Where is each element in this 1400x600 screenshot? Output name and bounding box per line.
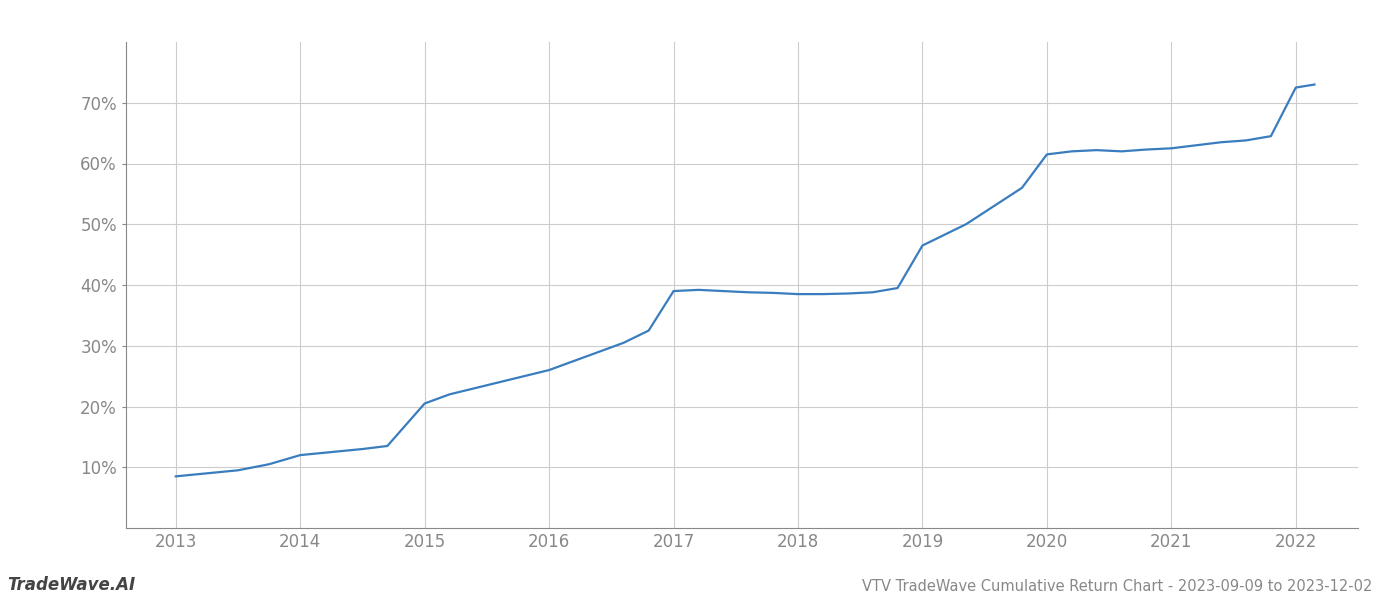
Text: VTV TradeWave Cumulative Return Chart - 2023-09-09 to 2023-12-02: VTV TradeWave Cumulative Return Chart - …: [861, 579, 1372, 594]
Text: TradeWave.AI: TradeWave.AI: [7, 576, 136, 594]
